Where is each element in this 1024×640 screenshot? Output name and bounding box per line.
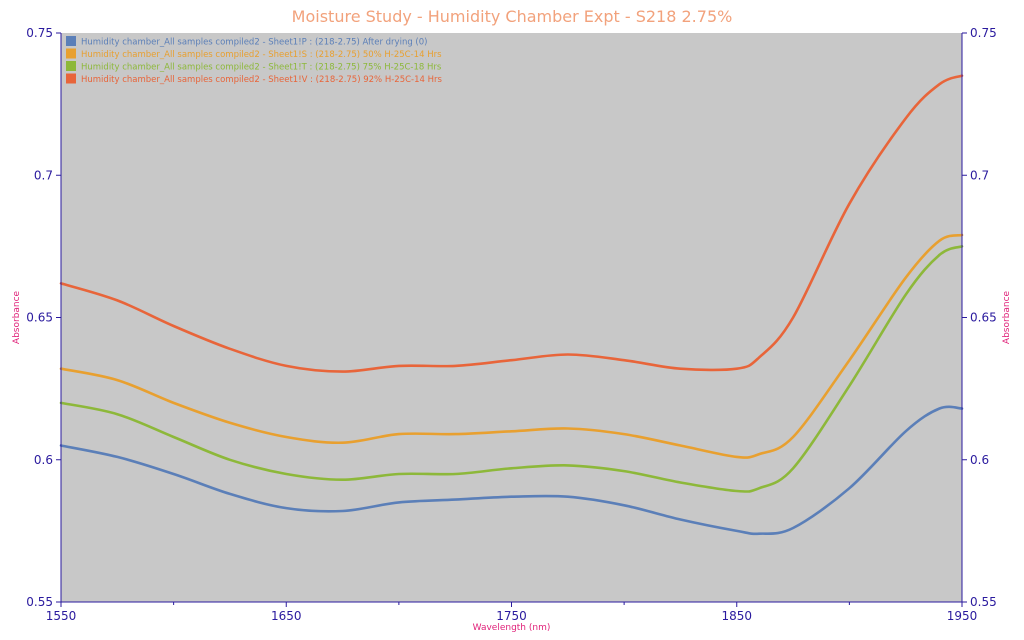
legend-label-1: Humidity chamber_All samples compiled2 -… xyxy=(81,38,427,48)
y-axis-title-right: Absorbance xyxy=(1002,290,1012,344)
series-line-4 xyxy=(59,74,964,373)
y-tick-label-right: 0.6 xyxy=(970,453,989,467)
legend-label-4: Humidity chamber_All samples compiled2 -… xyxy=(81,75,443,85)
x-tick-label: 1550 xyxy=(46,609,77,623)
series-line-3 xyxy=(59,245,964,493)
y-tick-label-right: 0.65 xyxy=(970,311,997,325)
y-tick-label-left: 0.65 xyxy=(26,311,53,325)
y-tick-label-left: 0.6 xyxy=(34,453,53,467)
y-tick-label-left: 0.7 xyxy=(34,168,53,182)
series-line-1 xyxy=(59,405,964,536)
x-tick-label: 1650 xyxy=(271,609,302,623)
y-tick-label-left: 0.75 xyxy=(26,26,53,40)
plot-area xyxy=(61,33,962,602)
legend-label-2: Humidity chamber_All samples compiled2 -… xyxy=(81,50,442,60)
chart-title: Moisture Study - Humidity Chamber Expt -… xyxy=(291,7,733,26)
legend-swatch-3 xyxy=(66,61,76,71)
x-tick-label: 1850 xyxy=(721,609,752,623)
legend-swatch-2 xyxy=(66,48,76,59)
x-tick-label: 1950 xyxy=(947,609,978,623)
y-axis-title-left: Absorbance xyxy=(12,290,22,344)
legend-swatch-4 xyxy=(66,73,76,84)
legend-label-3: Humidity chamber_All samples compiled2 -… xyxy=(81,63,442,73)
x-tick-label: 1750 xyxy=(496,609,527,623)
legend-swatch-1 xyxy=(66,36,76,46)
x-axis-title: Wavelength (nm) xyxy=(473,623,551,633)
y-tick-label-right: 0.55 xyxy=(970,595,997,609)
y-tick-label-left: 0.55 xyxy=(26,595,53,609)
y-tick-label-right: 0.7 xyxy=(970,168,989,182)
y-tick-label-right: 0.75 xyxy=(970,26,997,40)
series-line-2 xyxy=(59,233,964,459)
